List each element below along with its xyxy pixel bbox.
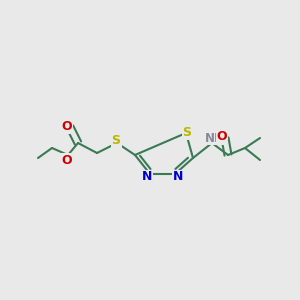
Text: N: N [142, 170, 152, 184]
Text: O: O [62, 119, 72, 133]
Text: O: O [62, 154, 72, 166]
Text: S: S [182, 125, 191, 139]
Text: N: N [173, 170, 183, 184]
Text: NH: NH [205, 131, 225, 145]
Text: S: S [112, 134, 121, 148]
Text: O: O [217, 130, 227, 142]
